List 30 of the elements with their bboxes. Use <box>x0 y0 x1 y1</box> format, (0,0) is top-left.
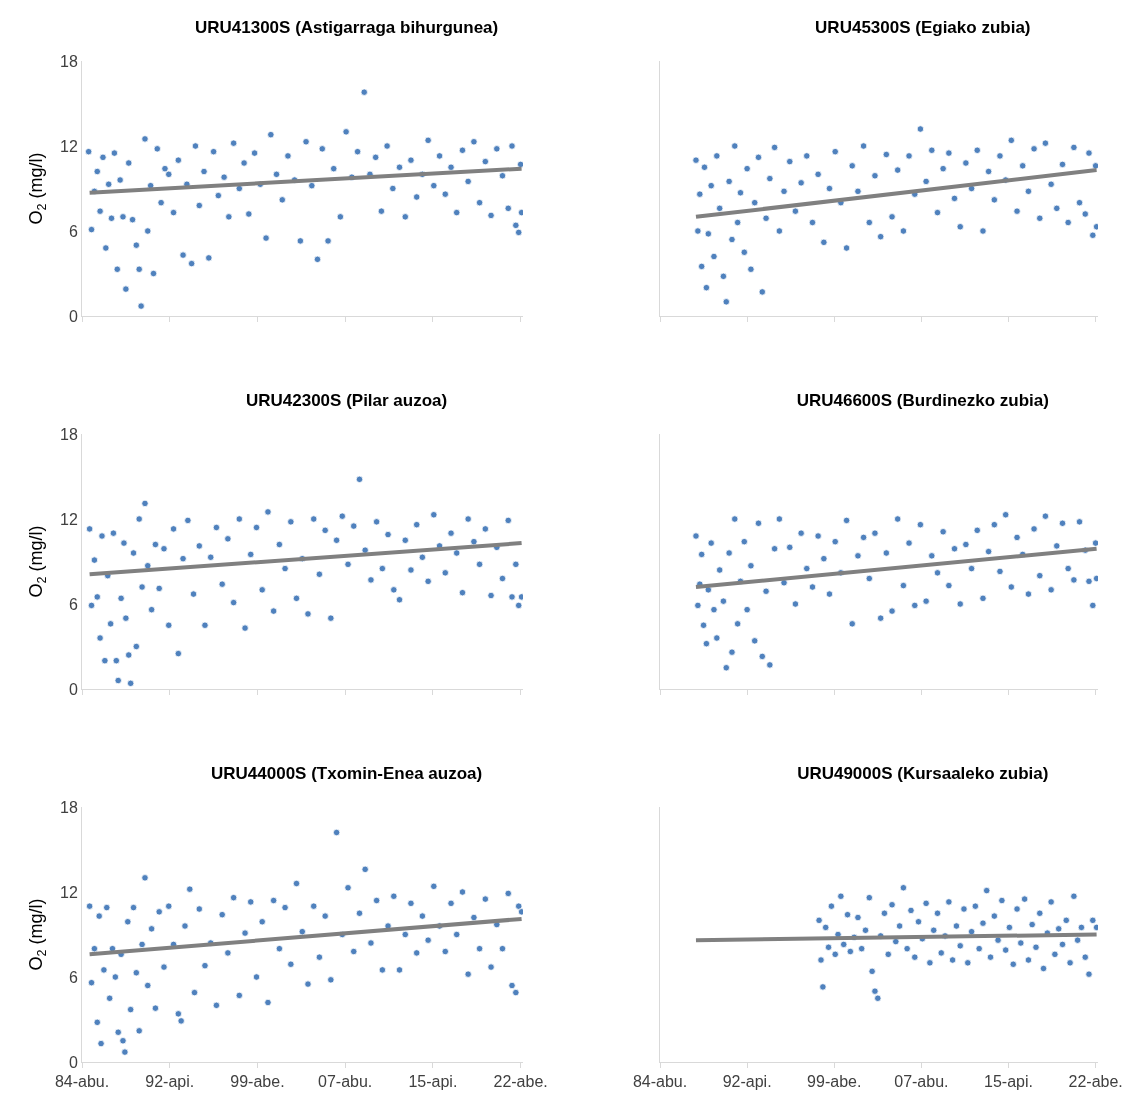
y-tick-label: 0 <box>68 1053 78 1071</box>
chart-title: URU49000S (Kursaaleko zubia) <box>797 763 1049 783</box>
x-tick-label: 15-api. <box>408 1073 458 1091</box>
y-tick-label: 6 <box>68 595 78 613</box>
x-tick-label: 07-abu. <box>894 1073 949 1091</box>
chart-title: URU41300S (Astigarraga bihurgunea) <box>194 17 499 37</box>
y-tick-label: 12 <box>60 510 78 528</box>
y-tick-label: 18 <box>60 798 78 816</box>
y-tick-label: 0 <box>68 307 78 325</box>
chart-title: URU45300S (Egiako zubia) <box>815 17 1031 37</box>
y-tick-label: 12 <box>60 883 78 901</box>
y-tick-label: 18 <box>60 52 78 70</box>
x-tick-label: 84-abu. <box>54 1073 110 1091</box>
x-tick-label: 92-api. <box>722 1073 772 1091</box>
x-tick-label: 99-abe. <box>807 1073 862 1091</box>
y-tick-label: 12 <box>60 137 78 155</box>
chart-title: URU44000S (Txomin-Enea auzoa) <box>211 763 483 783</box>
x-tick-label: 15-api. <box>984 1073 1033 1091</box>
x-tick-label: 92-api. <box>145 1073 195 1091</box>
y-tick-label: 18 <box>60 425 78 443</box>
x-tick-label: 22-abe. <box>493 1073 548 1091</box>
y-tick-label: 6 <box>68 222 78 240</box>
x-tick-label: 99-abe. <box>230 1073 285 1091</box>
x-tick-label: 07-abu. <box>318 1073 373 1091</box>
x-tick-label: 84-abu. <box>632 1073 688 1091</box>
x-tick-label: 22-abe. <box>1068 1073 1123 1091</box>
y-tick-label: 0 <box>68 680 78 698</box>
y-tick-label: 6 <box>68 968 78 986</box>
chart-title: URU42300S (Pilar auzoa) <box>245 390 448 410</box>
chart-title: URU46600S (Burdinezko zubia) <box>796 390 1049 410</box>
